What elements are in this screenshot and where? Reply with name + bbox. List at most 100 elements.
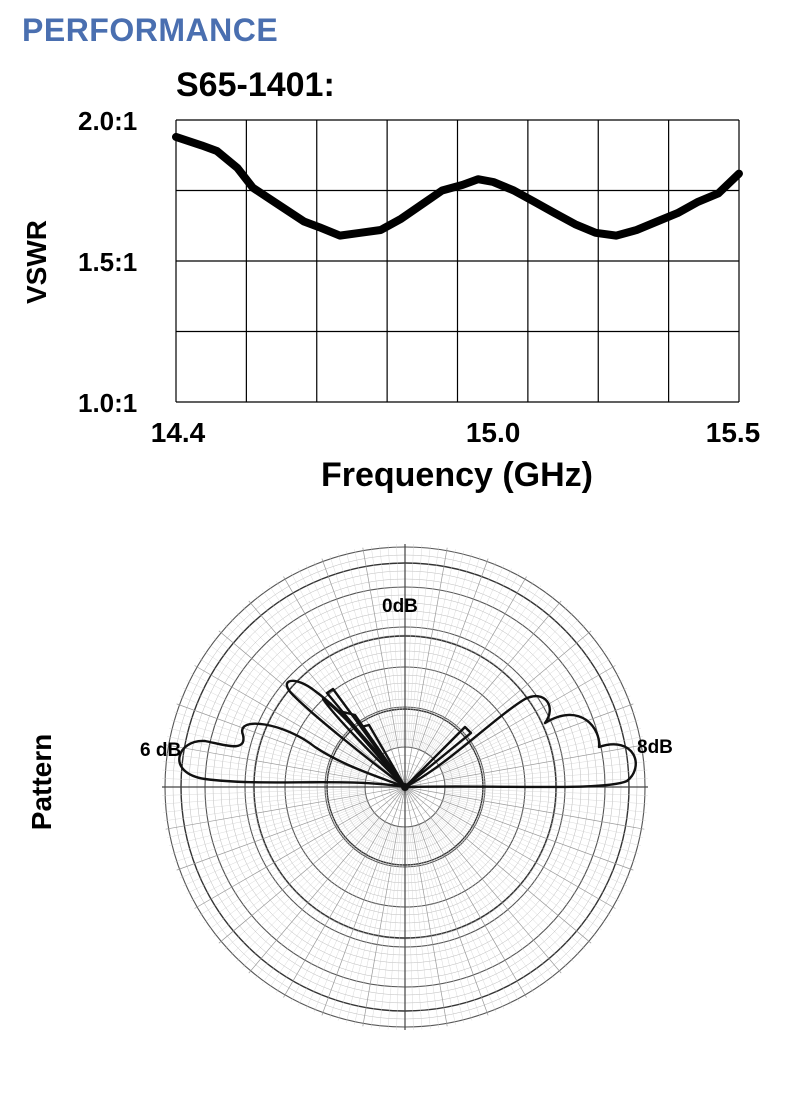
polar-spoke <box>354 549 397 748</box>
polar-spoke <box>408 545 431 748</box>
polar-spoke <box>428 590 548 755</box>
polar-spoke <box>413 549 456 748</box>
annotation-6db: 6 dB <box>140 740 181 761</box>
polar-spoke <box>171 719 367 777</box>
polar-spoke <box>442 711 637 775</box>
y-tick-label: 1.0:1 <box>78 388 137 418</box>
polar-spoke <box>203 809 372 924</box>
polar-spoke <box>444 761 647 784</box>
polar-spoke <box>379 545 402 748</box>
polar-spoke <box>440 672 620 769</box>
polar-spoke <box>164 752 366 782</box>
polar-spoke <box>410 546 440 748</box>
polar-spoke <box>414 551 464 749</box>
polar-spoke <box>423 572 520 752</box>
polar-spoke <box>194 665 406 788</box>
polar-spoke <box>429 595 555 756</box>
polar-spoke <box>218 786 406 944</box>
polar-spoke <box>167 736 366 779</box>
polar-spoke <box>404 786 592 944</box>
polar-spoke <box>444 769 648 785</box>
polar-spoke <box>224 813 376 950</box>
polar-spoke <box>163 790 366 813</box>
polar-spoke <box>321 558 406 788</box>
polar-spoke <box>426 820 534 994</box>
polar-spoke <box>404 786 616 909</box>
polar-spoke <box>404 547 448 788</box>
vswr-line <box>172 132 743 240</box>
polar-spoke <box>419 824 497 1013</box>
polar-spoke <box>443 719 639 777</box>
polar-spoke <box>230 618 377 760</box>
polar-spoke <box>404 600 562 788</box>
polar-spoke <box>438 658 612 766</box>
polar-spoke <box>387 544 403 748</box>
polar-spoke <box>437 810 602 930</box>
polar-spoke <box>182 687 369 771</box>
polar-spoke <box>415 825 473 1021</box>
polar-spoke <box>198 658 372 766</box>
polar-spoke <box>419 561 497 750</box>
polar-spoke <box>436 811 597 937</box>
vswr-x-ticks: 14.4 15.0 15.5 <box>151 417 761 448</box>
polar-spoke <box>167 795 366 838</box>
polar-spoke <box>421 823 505 1010</box>
polar-spoke <box>443 728 641 778</box>
polar-grid <box>162 544 648 1030</box>
polar-spoke <box>427 820 542 989</box>
polar-spoke <box>198 808 372 916</box>
polar-spoke <box>404 786 562 974</box>
vswr-grid <box>175 119 740 403</box>
polar-spoke <box>408 826 431 1029</box>
polar-spoke <box>443 797 639 855</box>
x-tick-label: 14.4 <box>151 417 206 448</box>
polar-spoke <box>441 803 628 887</box>
polar-spoke <box>236 815 378 962</box>
polar-spoke <box>173 711 368 775</box>
polar-spoke <box>440 680 624 770</box>
polar-spoke <box>421 564 505 751</box>
polar-spoke <box>442 695 631 773</box>
polar-spoke <box>298 822 388 1006</box>
polar-spoke <box>404 786 448 1027</box>
polar-spoke <box>433 814 580 956</box>
polar-spoke <box>182 803 369 887</box>
polar-spoke <box>414 825 464 1023</box>
radiation-lobe-6 <box>403 725 473 789</box>
polar-spoke <box>346 825 396 1023</box>
polar-spoke <box>423 822 520 1002</box>
polar-spoke <box>426 580 534 754</box>
polar-spoke <box>346 551 396 749</box>
polar-spoke <box>242 816 379 968</box>
polar-spoke <box>248 786 406 974</box>
polar-spoke <box>165 744 406 788</box>
polar-spoke <box>242 606 379 758</box>
polar-spoke <box>169 796 367 846</box>
polar-spoke <box>208 810 373 930</box>
polar-spoke <box>321 786 406 1016</box>
polar-spoke <box>186 680 370 770</box>
polar-spoke <box>162 789 366 805</box>
radiation-lobe-0 <box>178 722 406 789</box>
pattern-label-text: Pattern <box>26 733 57 831</box>
polar-spoke <box>406 544 414 748</box>
polar-spoke <box>413 826 456 1025</box>
polar-spoke <box>362 786 406 1027</box>
polar-spoke <box>313 824 391 1013</box>
polar-spoke <box>438 808 612 916</box>
polar-spoke <box>433 618 580 760</box>
polar-spoke <box>415 553 473 749</box>
vswr-chart: 14.4 15.0 15.5 1.0:1 1.5:1 2.0:1 Frequency (… <box>21 106 761 494</box>
polar-spoke <box>407 826 423 1030</box>
polar-spoke <box>404 703 634 788</box>
polar-spoke <box>169 728 367 778</box>
polar-spoke <box>208 644 373 764</box>
polar-spoke <box>165 786 406 830</box>
chart-title: S65-1401: <box>176 66 335 104</box>
polar-spoke <box>432 612 574 759</box>
polar-spoke <box>410 826 440 1028</box>
polar-spoke <box>404 786 634 871</box>
polar-spoke <box>440 805 620 902</box>
polar-spoke <box>404 558 489 788</box>
radiation-lobes <box>178 679 637 791</box>
